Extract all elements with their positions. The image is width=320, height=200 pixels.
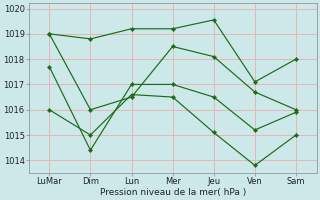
X-axis label: Pression niveau de la mer( hPa ): Pression niveau de la mer( hPa ) <box>100 188 246 197</box>
